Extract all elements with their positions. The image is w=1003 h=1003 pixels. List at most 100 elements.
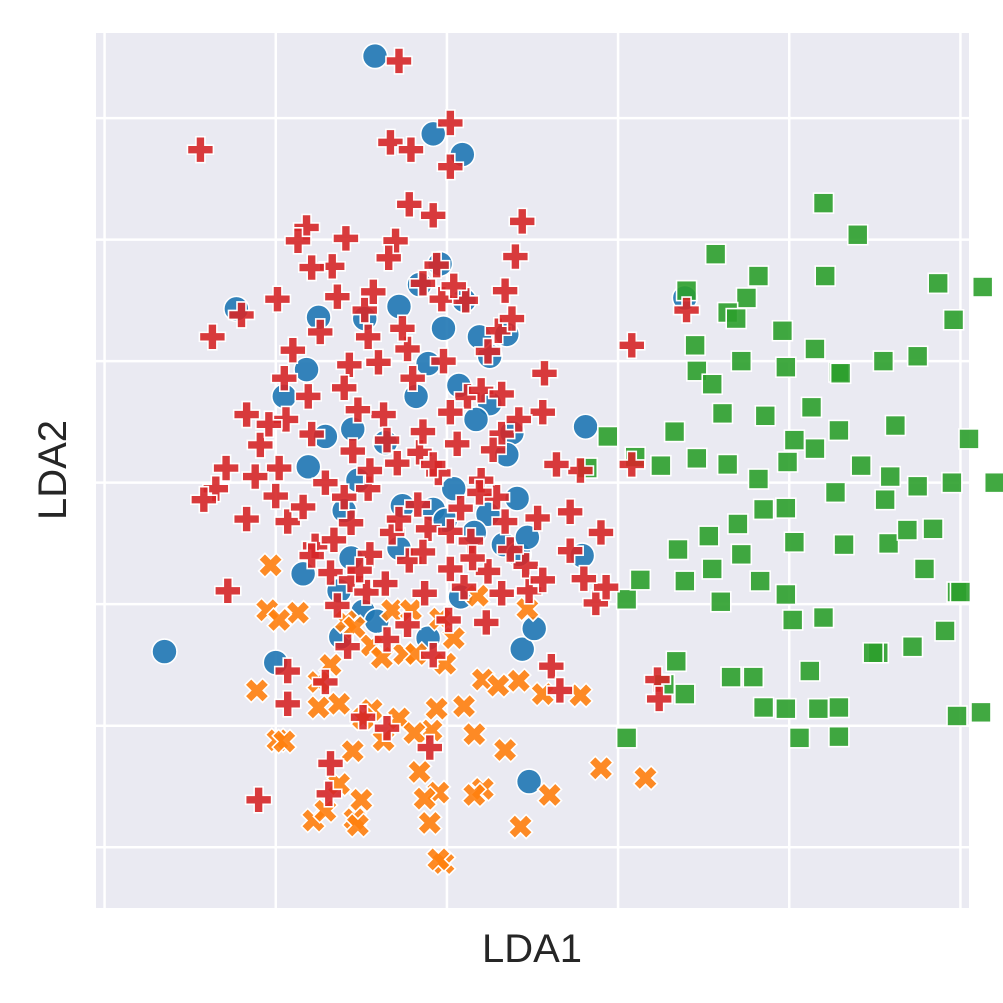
data-point-x (485, 672, 512, 699)
data-point-square (828, 696, 850, 719)
data-point-plus (335, 350, 364, 379)
data-point-x (507, 813, 534, 840)
data-point-plus (393, 611, 422, 639)
data-point-plus (645, 685, 673, 713)
data-point-plus (265, 454, 293, 482)
data-point-square (906, 475, 929, 498)
data-point-plus (446, 494, 475, 522)
data-point-plus (439, 271, 468, 300)
data-point-plus (345, 556, 374, 584)
data-point-square (701, 373, 724, 396)
data-point-square (862, 641, 884, 664)
data-point-plus (672, 296, 701, 324)
data-point-square (934, 620, 956, 642)
data-point-x (416, 809, 443, 837)
data-point-square (771, 319, 794, 342)
data-point-plus (472, 608, 501, 637)
data-point-plus (582, 589, 610, 617)
data-point-plus (289, 493, 317, 521)
data-point-plus (393, 335, 422, 363)
data-point-plus (419, 450, 448, 479)
data-point-square (615, 727, 638, 749)
data-point-plus (212, 454, 240, 482)
data-point-square (775, 356, 797, 379)
data-point-plus (429, 347, 458, 375)
data-point-plus (263, 285, 292, 313)
data-point-square (701, 558, 724, 580)
data-point-square (711, 402, 734, 425)
data-point-square (709, 590, 732, 613)
data-point-square (704, 243, 727, 265)
data-point-plus (414, 515, 442, 543)
data-point-plus (556, 536, 584, 565)
data-point-plus (359, 278, 388, 306)
data-point-square (807, 697, 830, 720)
data-point-square (615, 588, 638, 611)
data-point-plus (227, 301, 256, 329)
data-point-plus (505, 405, 533, 434)
data-point-plus (190, 485, 218, 514)
data-point-plus (515, 577, 543, 605)
data-point-plus (385, 505, 413, 533)
data-point-square (754, 405, 777, 427)
data-point-plus (436, 109, 465, 137)
data-point-plus (214, 577, 242, 605)
data-point-circle (294, 453, 322, 481)
data-point-square (783, 429, 806, 451)
data-point-plus (398, 364, 427, 392)
data-point-x (491, 736, 519, 764)
data-point-square (725, 307, 748, 330)
data-point-square (674, 683, 696, 705)
data-point-plus (241, 462, 269, 491)
data-point-square (941, 471, 963, 494)
data-point-plus (383, 449, 412, 478)
data-point-plus (246, 431, 275, 459)
data-point-square (800, 396, 823, 419)
data-point-square (665, 650, 688, 673)
data-point-plus (244, 786, 273, 814)
data-point-plus (501, 242, 530, 271)
data-point-plus (198, 323, 227, 351)
data-point-plus (306, 318, 335, 346)
data-point-square (971, 276, 994, 298)
data-point-plus (349, 703, 377, 732)
data-point-plus (587, 518, 615, 547)
data-points (151, 42, 1003, 877)
data-point-plus (491, 276, 519, 305)
data-point-plus (373, 625, 401, 654)
data-point-square (629, 569, 652, 591)
data-point-plus (436, 152, 465, 181)
data-point-plus (356, 456, 384, 485)
data-point-x (271, 728, 298, 755)
data-point-x (243, 677, 271, 704)
data-point-plus (332, 224, 360, 253)
data-point-plus (436, 398, 465, 426)
data-point-x (461, 721, 488, 748)
data-point-plus (273, 507, 302, 536)
data-point-circle (515, 768, 543, 795)
data-point-x (406, 758, 433, 786)
data-point-plus (484, 316, 513, 345)
data-point-plus (270, 364, 299, 392)
data-point-square (850, 454, 872, 477)
data-point-x (378, 597, 406, 624)
data-point-square (879, 465, 902, 488)
data-point-plus (491, 507, 519, 536)
data-point-square (927, 272, 949, 295)
data-point-square (775, 583, 797, 606)
data-point-square (829, 362, 852, 385)
data-point-plus (186, 135, 215, 164)
data-point-plus (479, 436, 507, 464)
data-point-plus (323, 282, 352, 311)
data-point-plus (409, 417, 437, 446)
data-point-plus (385, 47, 413, 75)
data-point-circle (572, 413, 599, 441)
data-point-square (730, 350, 753, 372)
data-point-plus (443, 429, 471, 458)
data-point-square (970, 701, 992, 724)
data-point-x (339, 738, 366, 765)
data-point-plus (364, 348, 393, 377)
y-axis-label: LDA2 (31, 420, 75, 520)
data-point-plus (570, 564, 598, 593)
